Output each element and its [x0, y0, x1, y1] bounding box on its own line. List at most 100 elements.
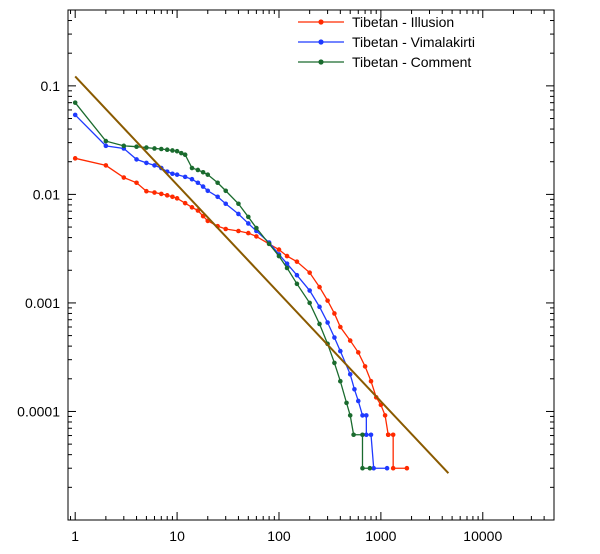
data-point	[170, 171, 175, 177]
data-point	[182, 174, 188, 180]
data-point	[236, 228, 241, 234]
data-point	[164, 147, 170, 153]
data-point	[121, 175, 127, 180]
x-tick-label: 10000	[463, 528, 502, 544]
series-layer	[72, 75, 450, 474]
data-point	[404, 465, 410, 471]
y-tick-label: 0.0001	[17, 403, 60, 419]
fit-line	[74, 75, 450, 474]
data-point	[276, 253, 282, 259]
y-tick-label: 0.1	[41, 78, 61, 94]
series-2	[72, 100, 373, 471]
data-point	[284, 253, 290, 259]
data-point	[352, 387, 357, 392]
data-point	[360, 413, 365, 418]
data-point	[103, 138, 109, 144]
data-point	[338, 324, 343, 330]
series-line	[75, 157, 407, 469]
data-point	[317, 304, 322, 310]
data-point	[200, 184, 206, 189]
data-point	[294, 272, 300, 278]
data-point	[344, 400, 349, 406]
data-point	[364, 413, 369, 418]
data-point	[355, 398, 361, 404]
data-point	[205, 172, 211, 177]
data-point	[284, 265, 290, 271]
legend-entry: Tibetan - Comment	[298, 54, 471, 70]
data-point	[189, 205, 195, 210]
legend-swatch-marker	[318, 59, 324, 65]
data-point	[174, 196, 180, 201]
series-line	[74, 102, 370, 469]
data-point	[144, 160, 149, 166]
data-point	[152, 190, 157, 195]
data-point	[254, 225, 259, 231]
data-point	[195, 180, 201, 186]
data-point	[384, 465, 390, 471]
data-point	[205, 188, 211, 194]
data-point	[325, 320, 330, 325]
data-point	[317, 321, 322, 327]
data-point	[72, 112, 78, 118]
data-point	[364, 432, 369, 438]
data-point	[223, 226, 229, 232]
data-point	[347, 413, 353, 418]
plot-frame	[67, 9, 555, 521]
data-point	[317, 284, 322, 290]
data-point	[246, 221, 251, 226]
data-point	[371, 465, 376, 471]
x-tick-label: 10	[169, 528, 185, 544]
data-point	[134, 144, 139, 150]
legend-label: Tibetan - Illusion	[352, 14, 454, 30]
data-point	[347, 372, 353, 377]
data-point	[236, 201, 241, 207]
data-point	[332, 311, 337, 316]
legend-entry: Tibetan - Illusion	[298, 14, 454, 30]
data-point	[284, 261, 290, 266]
data-point	[368, 432, 374, 438]
series-1	[72, 112, 390, 471]
data-point	[254, 234, 259, 239]
data-point	[134, 180, 139, 186]
data-point	[174, 172, 180, 177]
data-point	[72, 156, 78, 161]
data-point	[236, 211, 241, 217]
data-point	[223, 201, 229, 207]
legend-label: Tibetan - Comment	[352, 54, 471, 70]
data-point	[152, 163, 157, 168]
x-tick-label: 1000	[365, 528, 396, 544]
legend: Tibetan - Illusion Tibetan - Vimalakirti T…	[298, 14, 475, 70]
data-point	[368, 378, 374, 384]
data-point	[179, 150, 184, 156]
series-0	[72, 156, 410, 471]
data-point	[223, 188, 229, 194]
data-point	[121, 143, 127, 149]
data-point	[325, 298, 330, 303]
data-point	[307, 288, 312, 293]
legend-swatch-marker	[318, 19, 324, 25]
data-point	[103, 163, 109, 168]
x-tick-label: 100	[267, 528, 291, 544]
legend-entry: Tibetan - Vimalakirti	[298, 34, 475, 50]
y-tick-label: 0.01	[33, 186, 60, 202]
data-point	[294, 259, 300, 264]
data-point	[170, 194, 175, 200]
data-point	[159, 191, 164, 197]
data-point	[215, 194, 220, 200]
axis-ticks	[68, 9, 555, 521]
data-point	[307, 270, 312, 275]
data-point	[385, 432, 391, 438]
data-point	[246, 230, 251, 236]
data-point	[144, 145, 149, 150]
data-point	[170, 148, 175, 153]
data-point	[195, 167, 201, 173]
data-point	[144, 188, 149, 194]
data-point	[182, 200, 188, 206]
x-tick-label: 1	[71, 528, 79, 544]
data-point	[382, 413, 388, 418]
data-point	[294, 281, 300, 287]
data-point	[246, 214, 251, 220]
data-point	[355, 350, 361, 355]
data-point	[174, 148, 180, 154]
data-point	[362, 364, 368, 369]
